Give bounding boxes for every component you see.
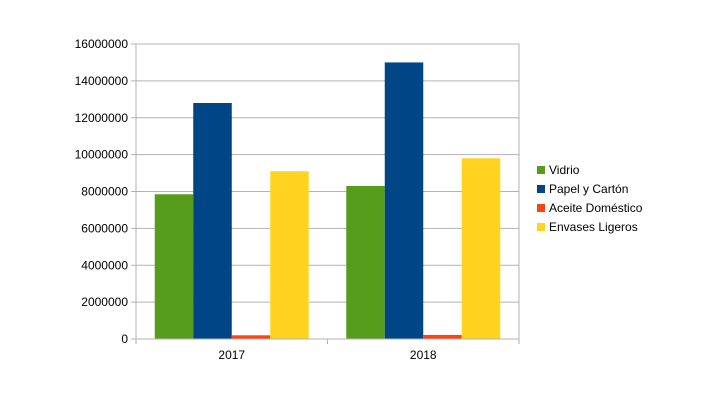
y-tick-label: 10000000 xyxy=(75,148,129,162)
legend-label: Envases Ligeros xyxy=(549,220,638,234)
legend-label: Aceite Doméstico xyxy=(549,201,643,215)
bars xyxy=(154,62,501,339)
bar-envases-ligeros-2018 xyxy=(461,158,501,339)
bar-papel-y-cartón-2018 xyxy=(384,62,424,339)
y-tick-label: 6000000 xyxy=(81,221,128,235)
x-tick-label: 2018 xyxy=(410,348,437,362)
bar-vidrio-2018 xyxy=(346,185,385,339)
legend-label: Vidrio xyxy=(549,163,580,177)
x-tick-label: 2017 xyxy=(218,348,245,362)
y-tick-label: 2000000 xyxy=(81,295,128,309)
bar-aceite-doméstico-2018 xyxy=(423,334,462,339)
legend-swatch xyxy=(537,166,545,174)
y-tick-label: 12000000 xyxy=(75,111,129,125)
y-tick-label: 8000000 xyxy=(81,185,128,199)
y-tick-labels: 0 2000000 4000000 6000000 8000000 10000000 120… xyxy=(75,37,129,346)
bar-aceite-doméstico-2017 xyxy=(231,335,271,339)
y-tick-label: 4000000 xyxy=(81,258,128,272)
legend-label: Papel y Cartón xyxy=(549,182,628,196)
x-tick-labels: 2017 2018 xyxy=(218,348,437,362)
bar-papel-y-cartón-2017 xyxy=(193,103,232,339)
bar-envases-ligeros-2017 xyxy=(270,171,309,339)
legend: Vidrio Papel y Cartón Aceite Doméstico Enva… xyxy=(537,163,643,234)
axes xyxy=(131,43,520,344)
legend-swatch xyxy=(537,204,545,212)
y-tick-label: 16000000 xyxy=(75,37,129,51)
y-tick-label: 14000000 xyxy=(75,74,129,88)
legend-swatch xyxy=(537,223,545,231)
bar-vidrio-2017 xyxy=(154,194,194,339)
legend-swatch xyxy=(537,185,545,193)
y-tick-label: 0 xyxy=(121,332,128,346)
